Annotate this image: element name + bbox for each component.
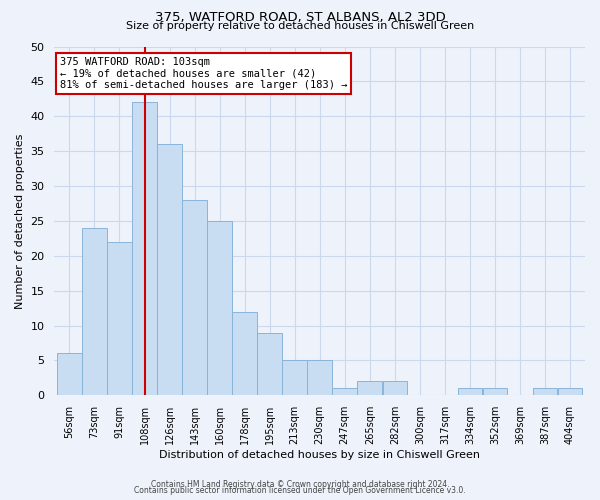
Bar: [132, 102, 157, 396]
Bar: [383, 382, 407, 396]
Bar: [232, 312, 257, 396]
Text: Size of property relative to detached houses in Chiswell Green: Size of property relative to detached ho…: [126, 21, 474, 31]
Text: 375 WATFORD ROAD: 103sqm
← 19% of detached houses are smaller (42)
81% of semi-d: 375 WATFORD ROAD: 103sqm ← 19% of detach…: [60, 57, 347, 90]
Text: 375, WATFORD ROAD, ST ALBANS, AL2 3DD: 375, WATFORD ROAD, ST ALBANS, AL2 3DD: [155, 11, 445, 24]
Bar: [157, 144, 182, 396]
Bar: [57, 354, 82, 396]
X-axis label: Distribution of detached houses by size in Chiswell Green: Distribution of detached houses by size …: [159, 450, 480, 460]
Bar: [182, 200, 207, 396]
Bar: [283, 360, 307, 396]
Bar: [257, 332, 282, 396]
Bar: [533, 388, 557, 396]
Bar: [107, 242, 132, 396]
Text: Contains HM Land Registry data © Crown copyright and database right 2024.: Contains HM Land Registry data © Crown c…: [151, 480, 449, 489]
Bar: [558, 388, 582, 396]
Bar: [332, 388, 357, 396]
Y-axis label: Number of detached properties: Number of detached properties: [15, 133, 25, 308]
Text: Contains public sector information licensed under the Open Government Licence v3: Contains public sector information licen…: [134, 486, 466, 495]
Bar: [482, 388, 507, 396]
Bar: [307, 360, 332, 396]
Bar: [358, 382, 382, 396]
Bar: [82, 228, 107, 396]
Bar: [208, 221, 232, 396]
Bar: [458, 388, 482, 396]
